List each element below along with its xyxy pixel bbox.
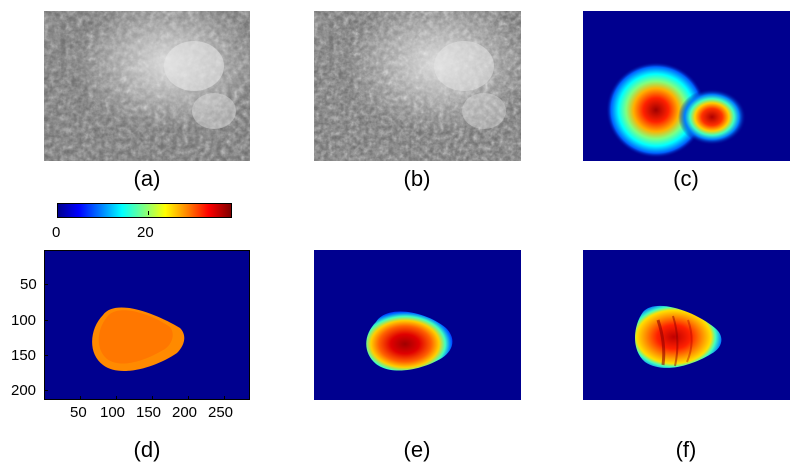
d-xtick-mark-150 <box>152 396 153 400</box>
panel-a-image <box>44 11 250 161</box>
panel-d-heatmap <box>44 250 250 400</box>
caption-d: (d) <box>133 437 161 462</box>
d-ytick-100: 100 <box>11 312 37 329</box>
d-xtick-mark-250 <box>224 396 225 400</box>
colorbar-label-0: 0 <box>52 224 61 241</box>
colorbar-tick-0 <box>57 211 58 215</box>
caption-c: (c) <box>673 166 699 191</box>
panel-e-heatmap <box>314 250 521 400</box>
panel-b-image <box>314 11 521 161</box>
colorbar-tick-20 <box>148 211 149 215</box>
d-xtick-250: 250 <box>208 404 234 421</box>
d-xtick-mark-100 <box>116 396 117 400</box>
d-ytick-200: 200 <box>11 382 37 399</box>
colorbar <box>57 203 232 218</box>
flower-photo-b <box>314 11 521 161</box>
d-ytick-mark-100 <box>44 320 48 321</box>
heatmap-e <box>366 311 453 371</box>
d-xtick-50: 50 <box>70 404 87 421</box>
d-xtick-200: 200 <box>172 404 198 421</box>
caption-e: (e) <box>403 437 431 462</box>
d-ytick-mark-50 <box>44 284 48 285</box>
caption-f: (f) <box>675 437 697 462</box>
caption-a: (a) <box>133 166 161 191</box>
heatmap-c <box>606 62 746 158</box>
colorbar-label-20: 20 <box>137 224 154 241</box>
d-xtick-100: 100 <box>100 404 126 421</box>
d-ytick-50: 50 <box>20 276 37 293</box>
heatmap-f <box>635 305 722 368</box>
caption-b: (b) <box>403 166 431 191</box>
d-ytick-mark-200 <box>44 390 48 391</box>
heatmap-d <box>92 307 185 372</box>
d-xtick-150: 150 <box>136 404 162 421</box>
panel-f-heatmap <box>583 250 790 400</box>
d-xtick-mark-200 <box>188 396 189 400</box>
d-ytick-mark-150 <box>44 355 48 356</box>
flower-photo-a <box>44 11 250 161</box>
panel-c-heatmap <box>583 11 790 161</box>
d-ytick-150: 150 <box>11 347 37 364</box>
d-xtick-mark-50 <box>80 396 81 400</box>
